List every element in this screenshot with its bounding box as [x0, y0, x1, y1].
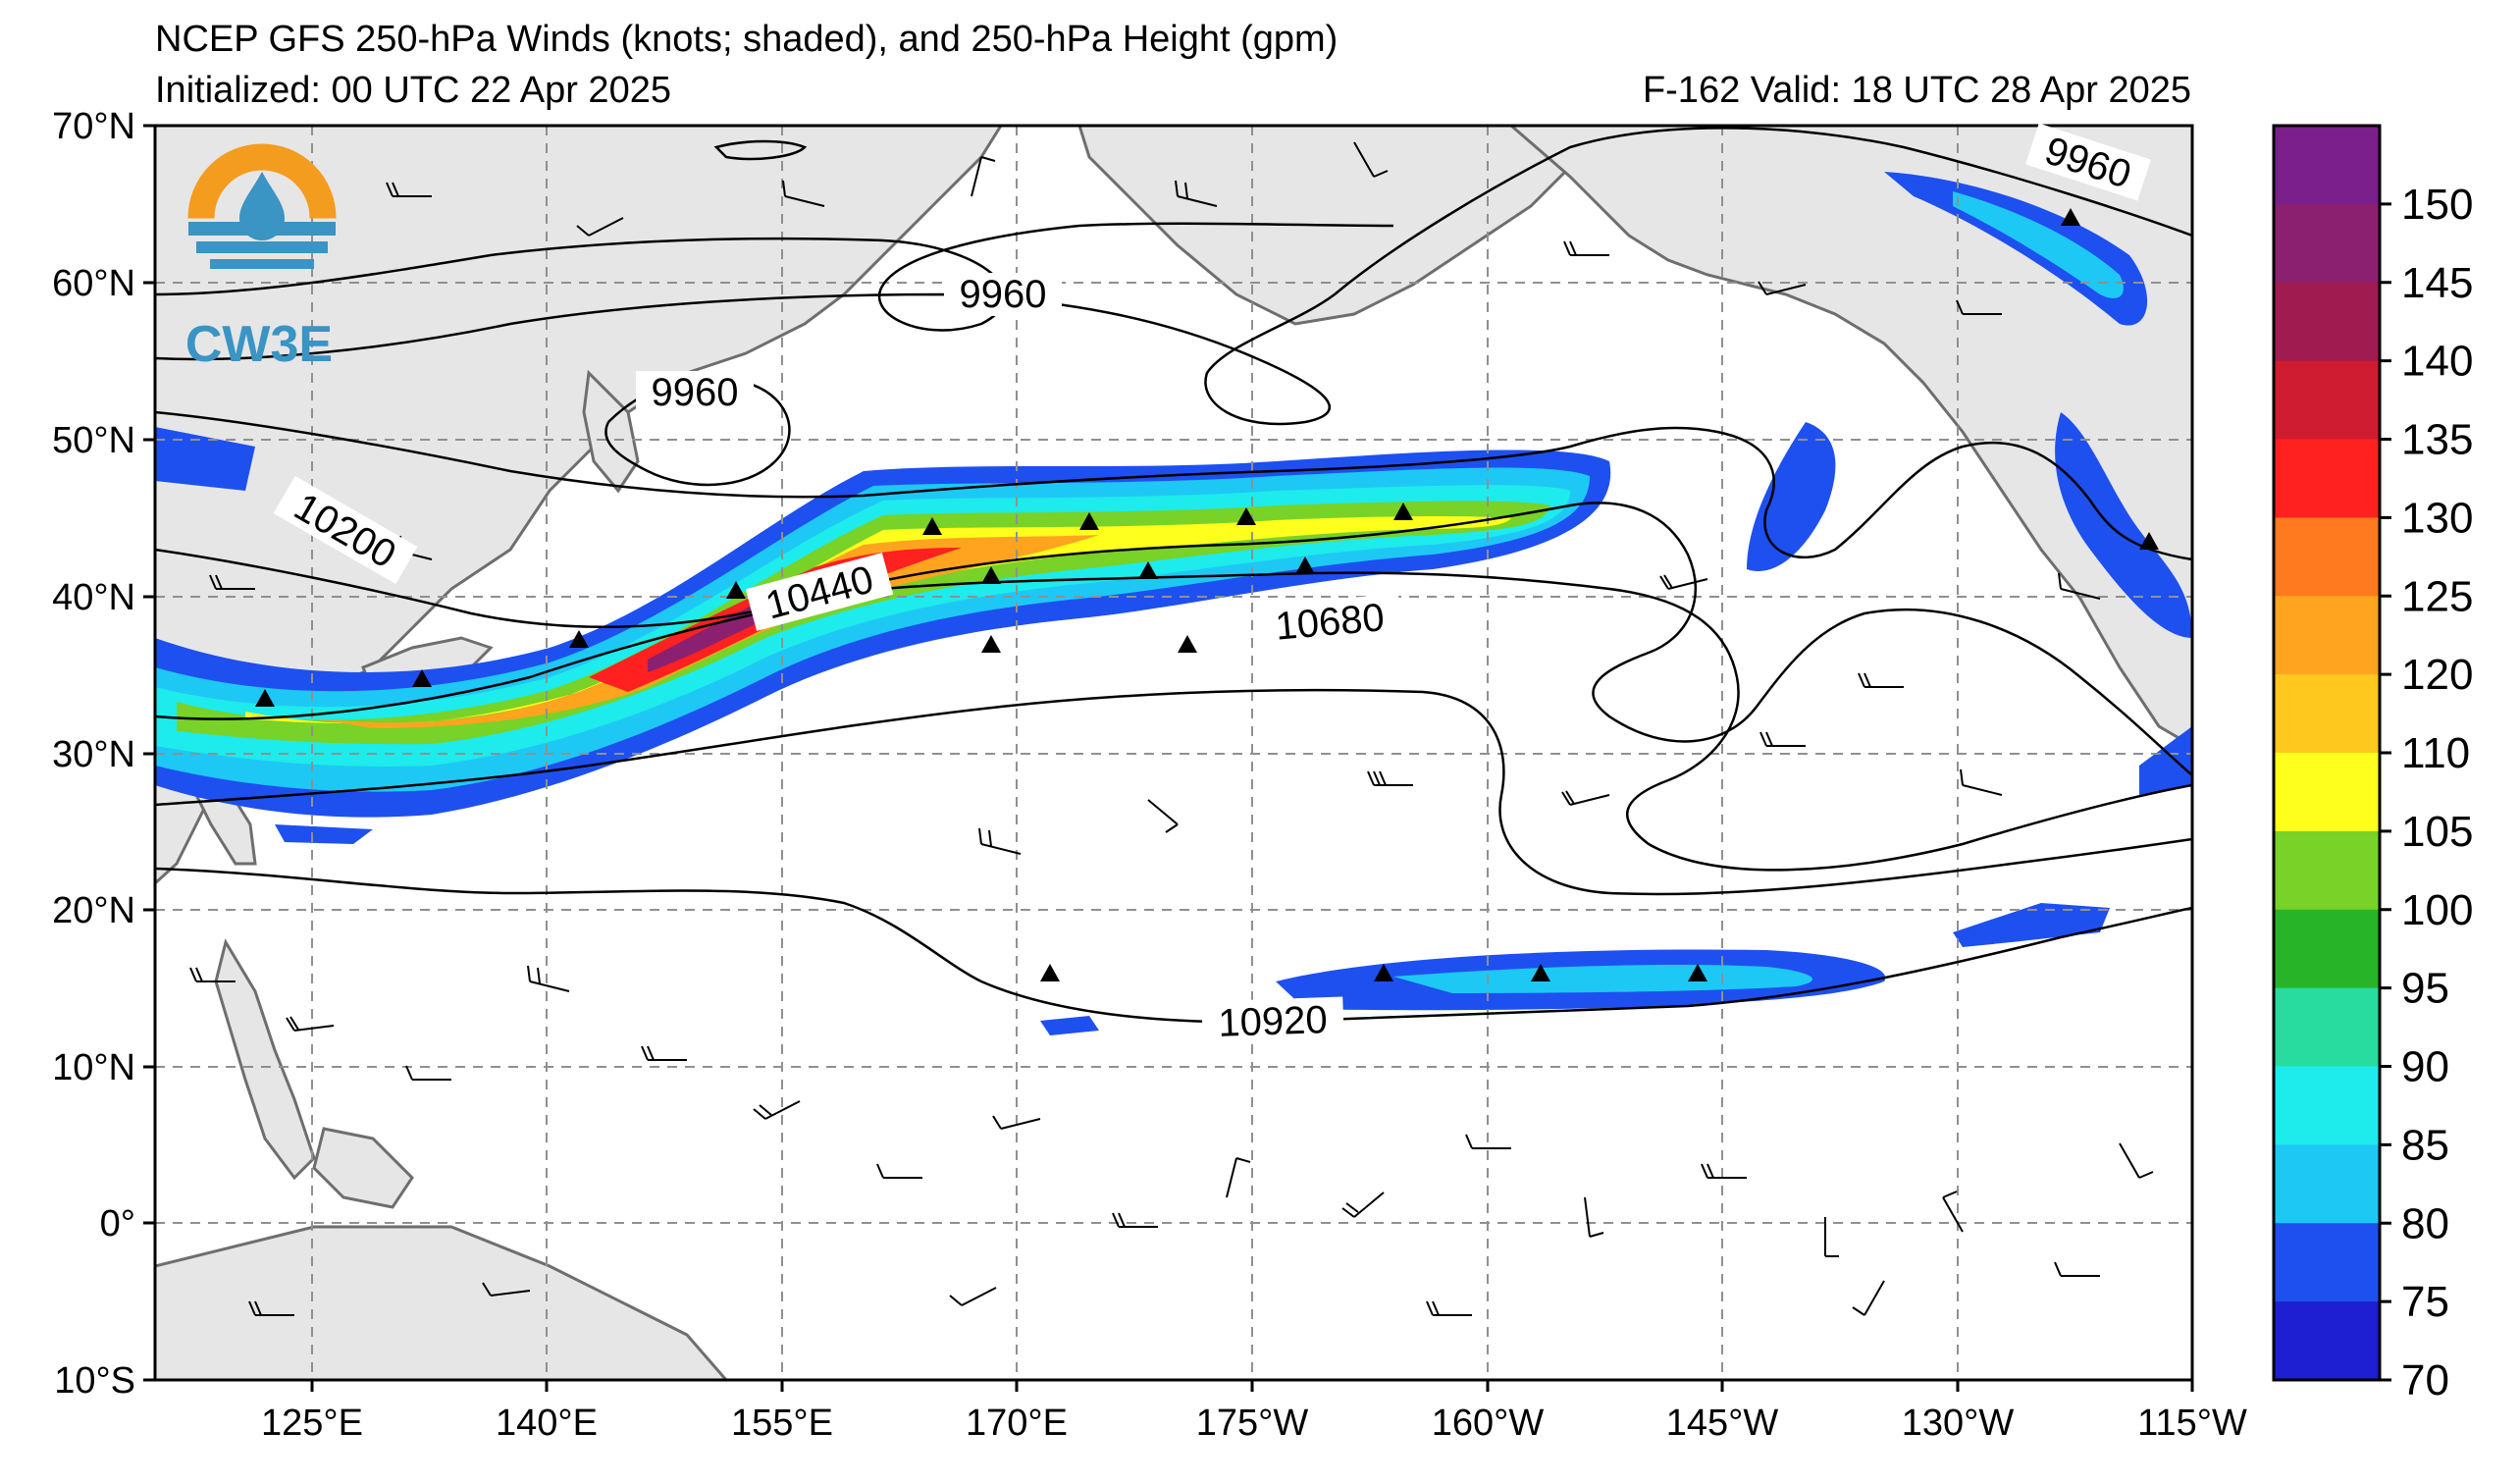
water-drop-icon — [239, 172, 285, 240]
colorbar-swatch — [2274, 1144, 2380, 1224]
lon-label: 170°E — [966, 1403, 1068, 1444]
map-title: NCEP GFS 250-hPa Winds (knots; shaded), … — [155, 19, 1339, 60]
lon-label: 175°W — [1196, 1403, 1309, 1444]
colorbar-swatch — [2274, 126, 2380, 205]
colorbar-swatch — [2274, 753, 2380, 832]
colorbar-swatch — [2274, 360, 2380, 440]
colorbar-swatch — [2274, 830, 2380, 911]
colorbar-swatch — [2274, 1301, 2380, 1381]
colorbar-swatch — [2274, 203, 2380, 284]
colorbar: 150 145 140 135 130 125 120 110 105 100 95 90 85 80 75… — [2272, 124, 2473, 1404]
colorbar-swatch — [2274, 909, 2380, 989]
lon-label: 125°E — [261, 1403, 363, 1444]
lat-label: 70°N — [52, 106, 135, 147]
colorbar-label: 75 — [2401, 1278, 2449, 1326]
lon-label: 115°W — [2137, 1403, 2247, 1444]
colorbar-label: 100 — [2401, 886, 2473, 934]
graticule — [155, 126, 2192, 1380]
colorbar-label: 120 — [2401, 651, 2473, 699]
lat-label: 20°N — [52, 890, 135, 931]
colorbar-label: 70 — [2401, 1356, 2449, 1404]
init-time: Initialized: 00 UTC 22 Apr 2025 — [155, 70, 671, 111]
colorbar-label: 125 — [2401, 572, 2473, 620]
contour-label: 10680 — [1274, 596, 1387, 649]
lon-label: 160°W — [1432, 1403, 1545, 1444]
lon-label: 145°W — [1666, 1403, 1779, 1444]
wind-pennants — [255, 208, 2159, 981]
wind-barbs — [189, 141, 2154, 1316]
colorbar-swatch — [2274, 517, 2380, 597]
colorbar-swatch — [2274, 439, 2380, 518]
lon-label: 130°W — [1902, 1403, 2015, 1444]
lat-label: 50°N — [52, 420, 135, 461]
lon-labels: 125°E 140°E 155°E 170°E 175°W 160°W 145°… — [261, 1403, 2247, 1444]
colorbar-swatch — [2274, 1066, 2380, 1145]
colorbar-label: 150 — [2401, 181, 2473, 229]
lat-label: 10°S — [54, 1360, 135, 1402]
colorbar-label: 130 — [2401, 494, 2473, 542]
colorbar-swatch — [2274, 674, 2380, 754]
valid-time: F-162 Valid: 18 UTC 28 Apr 2025 — [1642, 70, 2191, 111]
colorbar-label: 140 — [2401, 338, 2473, 386]
colorbar-label: 95 — [2401, 965, 2449, 1013]
cw3e-logo: CW3E — [185, 143, 337, 373]
contour-label: 10920 — [1218, 998, 1329, 1045]
colorbar-swatch — [2274, 987, 2380, 1067]
lat-labels: 70°N 60°N 50°N 40°N 30°N 20°N 10°N 0° 10… — [52, 106, 135, 1402]
colorbar-label: 90 — [2401, 1043, 2449, 1091]
colorbar-swatch — [2274, 596, 2380, 675]
lat-label: 10°N — [52, 1047, 135, 1088]
colorbar-label: 110 — [2401, 729, 2470, 777]
lat-label: 60°N — [52, 263, 135, 304]
logo-text: CW3E — [185, 316, 333, 373]
lat-label: 40°N — [52, 577, 135, 618]
tick-marks — [143, 124, 2194, 1392]
contour-label: 9960 — [960, 273, 1047, 316]
colorbar-swatch — [2274, 282, 2380, 362]
lat-label: 30°N — [52, 734, 135, 775]
lat-label: 0° — [100, 1203, 135, 1245]
colorbar-swatch — [2274, 1223, 2380, 1302]
colorbar-label: 145 — [2401, 259, 2473, 307]
lon-label: 140°E — [496, 1403, 598, 1444]
colorbar-label: 80 — [2401, 1199, 2449, 1247]
colorbar-label: 105 — [2401, 808, 2473, 856]
contour-label: 9960 — [652, 371, 739, 414]
height-contours — [155, 127, 2192, 1024]
contour-labels: 9960 9960 9960 10200 10440 10680 10920 — [273, 123, 2151, 1045]
lon-label: 155°E — [731, 1403, 833, 1444]
land-masses — [155, 126, 2192, 1380]
colorbar-label: 135 — [2401, 416, 2473, 464]
colorbar-label: 85 — [2401, 1121, 2449, 1169]
